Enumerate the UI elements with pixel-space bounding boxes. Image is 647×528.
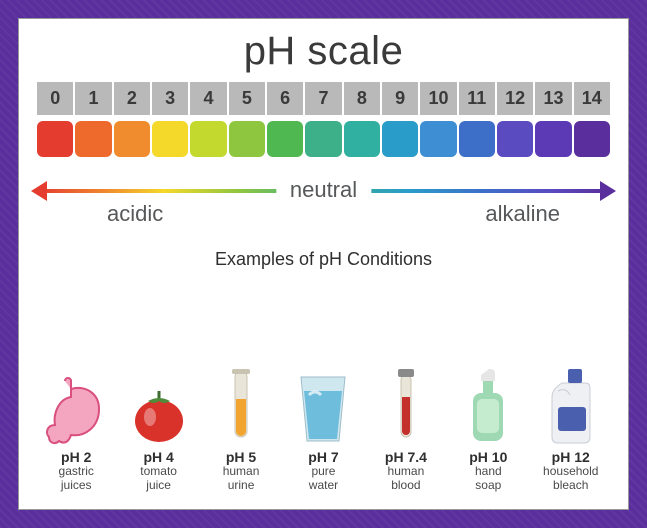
- soap-icon: [449, 367, 527, 445]
- example-item: pH 7.4human blood: [367, 367, 445, 493]
- ph-color-swatch: [267, 121, 303, 157]
- example-ph-label: pH 7: [308, 449, 338, 465]
- ph-color-swatch: [152, 121, 188, 157]
- ph-number-cell: 11: [459, 82, 495, 115]
- ph-number-cell: 10: [420, 82, 456, 115]
- ph-color-swatch: [535, 121, 571, 157]
- neutral-label: neutral: [276, 177, 371, 203]
- ph-number-cell: 12: [497, 82, 533, 115]
- ph-color-swatch: [190, 121, 226, 157]
- axis-arrow-left-icon: [31, 181, 47, 201]
- example-ph-label: pH 12: [552, 449, 590, 465]
- example-name-label: household bleach: [543, 465, 598, 493]
- water-glass-icon: [284, 367, 362, 445]
- ph-number-cell: 4: [190, 82, 226, 115]
- ph-number-cell: 2: [114, 82, 150, 115]
- example-item: pH 5human urine: [202, 367, 280, 493]
- ph-number-cell: 8: [344, 82, 380, 115]
- blood-tube-icon: [367, 367, 445, 445]
- ph-color-swatch: [344, 121, 380, 157]
- ph-color-swatch: [305, 121, 341, 157]
- stomach-icon: [37, 367, 115, 445]
- example-ph-label: pH 2: [61, 449, 91, 465]
- acidic-label: acidic: [107, 201, 163, 227]
- example-item: pH 4tomato juice: [119, 367, 197, 493]
- ph-number-cell: 7: [305, 82, 341, 115]
- examples-title: Examples of pH Conditions: [37, 249, 610, 270]
- page-title: pH scale: [37, 29, 610, 74]
- ph-color-swatch: [574, 121, 610, 157]
- ph-color-swatch: [382, 121, 418, 157]
- example-item: pH 10hand soap: [449, 367, 527, 493]
- ph-color-row: [37, 121, 610, 157]
- axis-arrow-right-icon: [600, 181, 616, 201]
- ph-color-swatch: [420, 121, 456, 157]
- ph-scale-card: pH scale 01234567891011121314 neutral ac…: [18, 18, 629, 510]
- ph-number-cell: 6: [267, 82, 303, 115]
- ph-color-swatch: [75, 121, 111, 157]
- ph-number-cell: 9: [382, 82, 418, 115]
- example-name-label: human blood: [388, 465, 425, 493]
- ph-number-cell: 1: [75, 82, 111, 115]
- example-ph-label: pH 7.4: [385, 449, 427, 465]
- ph-number-row: 01234567891011121314: [37, 82, 610, 115]
- example-ph-label: pH 5: [226, 449, 256, 465]
- example-name-label: tomato juice: [140, 465, 177, 493]
- example-item: pH 2gastric juices: [37, 367, 115, 493]
- ph-number-cell: 0: [37, 82, 73, 115]
- example-item: pH 12household bleach: [532, 367, 610, 493]
- tomato-icon: [119, 367, 197, 445]
- example-ph-label: pH 4: [143, 449, 173, 465]
- ph-number-cell: 3: [152, 82, 188, 115]
- example-item: pH 7pure water: [284, 367, 362, 493]
- ph-color-swatch: [459, 121, 495, 157]
- example-ph-label: pH 10: [469, 449, 507, 465]
- example-name-label: hand soap: [475, 465, 502, 493]
- ph-color-swatch: [497, 121, 533, 157]
- ph-axis: neutral acidic alkaline: [37, 179, 610, 229]
- ph-color-swatch: [114, 121, 150, 157]
- ph-number-cell: 13: [535, 82, 571, 115]
- example-name-label: pure water: [309, 465, 338, 493]
- ph-color-swatch: [229, 121, 265, 157]
- example-name-label: human urine: [223, 465, 260, 493]
- examples-row: pH 2gastric juices pH 4tomato juice pH 5…: [37, 278, 610, 493]
- ph-number-cell: 14: [574, 82, 610, 115]
- alkaline-label: alkaline: [485, 201, 560, 227]
- ph-number-cell: 5: [229, 82, 265, 115]
- bleach-icon: [532, 367, 610, 445]
- test-tube-icon: [202, 367, 280, 445]
- ph-color-swatch: [37, 121, 73, 157]
- example-name-label: gastric juices: [59, 465, 94, 493]
